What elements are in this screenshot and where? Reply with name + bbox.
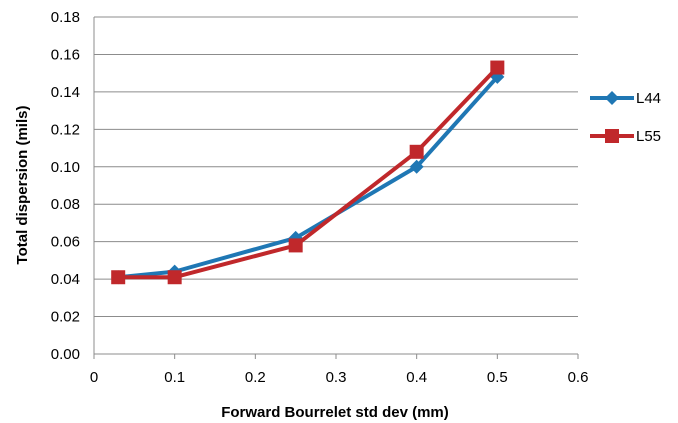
y-tick-labels: 0.00 0.02 0.04 0.06 0.08 0.10 0.12 0.14 0.16 0.18: [51, 9, 80, 363]
data-point: [409, 159, 424, 174]
y-axis-title: Total dispersion (mils): [14, 106, 31, 265]
legend-marker: [605, 129, 619, 143]
x-tick-label: 0.3: [326, 369, 347, 386]
legend-item-L44: L44: [590, 90, 661, 107]
series-line: [118, 75, 499, 280]
x-tick-label: 0: [90, 369, 98, 386]
series-group: [111, 60, 505, 285]
data-point: [111, 270, 126, 285]
legend: L44 L55: [590, 90, 661, 145]
legend-label: L44: [636, 90, 661, 107]
x-tick-label: 0.4: [406, 369, 427, 386]
axes: [93, 17, 579, 359]
legend-item-L55: L55: [590, 128, 661, 145]
y-tick-label: 0.10: [51, 159, 80, 176]
series-L55: [111, 60, 505, 285]
y-tick-label: 0.18: [51, 9, 80, 26]
data-point: [409, 144, 424, 159]
y-tick-label: 0.14: [51, 84, 80, 101]
y-tick-label: 0.02: [51, 309, 80, 326]
x-tick-label: 0.5: [487, 369, 508, 386]
y-tick-label: 0.04: [51, 271, 80, 288]
x-tick-label: 0.2: [245, 369, 266, 386]
series-L44: [111, 69, 505, 285]
x-tick-label: 0.6: [568, 369, 589, 386]
x-tick-label: 0.1: [164, 369, 185, 386]
y-tick-label: 0.00: [51, 346, 80, 363]
series-line: [118, 66, 499, 280]
y-tick-label: 0.12: [51, 121, 80, 138]
data-point: [167, 270, 182, 285]
y-tick-label: 0.06: [51, 234, 80, 251]
data-point: [288, 238, 303, 253]
y-tick-label: 0.08: [51, 196, 80, 213]
legend-label: L55: [636, 128, 661, 145]
legend-marker: [605, 91, 619, 105]
x-tick-labels: 0 0.1 0.2 0.3 0.4 0.5 0.6: [90, 369, 589, 386]
x-axis-title: Forward Bourrelet std dev (mm): [221, 404, 449, 421]
data-point: [490, 60, 505, 75]
y-tick-label: 0.16: [51, 46, 80, 63]
